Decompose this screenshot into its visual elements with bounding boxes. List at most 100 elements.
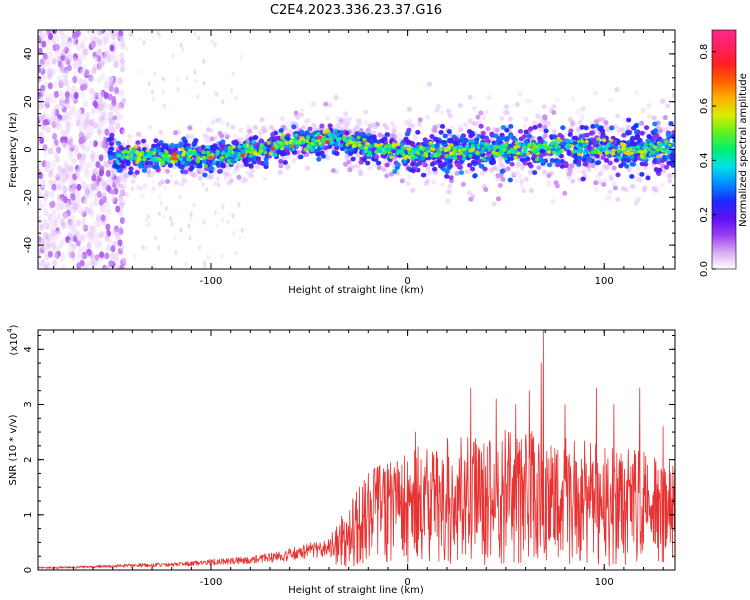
- spectrogram-cell: [246, 124, 252, 130]
- spectrogram-cell: [38, 240, 44, 248]
- spectrogram-cell: [527, 98, 533, 104]
- spectrogram-cell: [620, 127, 625, 133]
- spectrogram-cell: [216, 169, 223, 175]
- spectrogram-cell: [533, 146, 538, 151]
- spectrogram-cell: [216, 181, 220, 187]
- spectrogram-cell: [551, 162, 557, 168]
- spectrogram-cell: [664, 139, 669, 144]
- spectrogram-cell: [576, 155, 583, 161]
- spectrogram-cell: [45, 261, 51, 268]
- spectrogram-cell: [486, 145, 491, 150]
- spectrogram-cell: [485, 126, 491, 132]
- spectrogram-cell: [117, 76, 123, 84]
- spectrogram-cell: [399, 178, 405, 184]
- spectrogram-xtick-label: 0: [404, 276, 410, 287]
- spectrogram-cell: [141, 168, 147, 173]
- spectrogram-cell: [67, 239, 73, 247]
- spectrogram-cell: [47, 82, 53, 90]
- spectrogram-cell: [496, 196, 501, 202]
- spectrogram-cell: [133, 144, 139, 149]
- spectrogram-cell: [358, 128, 364, 134]
- spectrogram-cell: [444, 174, 450, 179]
- spectrogram-cell: [639, 172, 645, 177]
- spectrogram-cell: [138, 185, 144, 191]
- spectrogram-cell: [635, 133, 641, 139]
- spectrogram-cell: [384, 173, 390, 179]
- spectrogram-cell: [626, 151, 631, 156]
- spectrogram-cell: [483, 142, 489, 147]
- spectrogram-cell: [505, 110, 511, 116]
- spectrogram-cell: [620, 157, 626, 163]
- spectrogram-cell: [154, 235, 157, 241]
- spectrogram-cell: [147, 124, 153, 130]
- spectrogram-cell: [336, 120, 342, 126]
- spectrogram-cell: [603, 123, 609, 129]
- spectrogram-cell: [493, 133, 499, 139]
- spectrogram-cell: [418, 145, 424, 150]
- spectrogram-cell: [98, 30, 104, 36]
- spectrogram-cell: [206, 255, 210, 260]
- spectrogram-cell: [333, 128, 338, 133]
- spectrogram-cell: [560, 125, 566, 131]
- spectrogram-cell: [126, 139, 132, 145]
- spectrogram-cell: [407, 150, 413, 155]
- spectrogram-cell: [239, 137, 245, 143]
- spectrogram-cell: [539, 144, 545, 149]
- spectrogram-cell: [368, 147, 373, 152]
- spectrogram-cell: [132, 173, 137, 179]
- spectrogram-cell: [145, 154, 150, 159]
- spectrogram-cell: [136, 156, 141, 161]
- spectrogram-cell: [79, 84, 85, 91]
- spectrogram-cell: [518, 174, 524, 179]
- spectrogram-cell: [300, 125, 306, 131]
- spectrogram-cell: [625, 124, 631, 130]
- spectrogram-cell: [570, 121, 576, 127]
- spectrogram-cell: [103, 151, 109, 159]
- spectrogram-ytick-label: 20: [23, 95, 34, 108]
- spectrogram-cell: [203, 133, 209, 139]
- spectrogram-cell: [517, 91, 523, 97]
- spectrogram-cell: [187, 223, 191, 229]
- spectrogram-cell: [114, 86, 119, 94]
- spectrogram-cell: [304, 165, 310, 171]
- spectrogram-cell: [621, 133, 627, 138]
- spectrogram-cell: [88, 201, 94, 209]
- spectrogram-cell: [159, 200, 163, 206]
- snr-ytick-label: 0: [23, 567, 34, 573]
- spectrogram-cell: [78, 137, 84, 145]
- spectrogram-cell: [479, 149, 485, 154]
- spectrogram-cell: [448, 151, 454, 156]
- spectrogram-cell: [105, 223, 111, 231]
- spectrogram-cell: [517, 129, 524, 134]
- spectrogram-cell: [100, 55, 106, 63]
- spectrogram-cell: [439, 182, 445, 188]
- spectrogram-cell: [327, 144, 333, 150]
- spectrogram-cell: [609, 125, 615, 131]
- spectrogram-cell: [285, 121, 291, 127]
- spectrogram-cell: [181, 152, 186, 157]
- spectrogram-cell: [56, 146, 62, 154]
- spectrogram-cell: [181, 47, 185, 53]
- spectrogram-cell: [526, 133, 532, 139]
- spectrogram-cell: [284, 141, 289, 145]
- spectrogram-cell: [342, 134, 347, 139]
- spectrogram-cell: [666, 173, 672, 179]
- spectrogram-cell: [589, 130, 596, 136]
- spectrogram-cell: [292, 137, 297, 142]
- spectrogram-cell: [98, 182, 104, 190]
- spectrogram-cell: [550, 199, 556, 204]
- snr-ytick-label: 3: [23, 401, 34, 407]
- spectrogram-cell: [305, 135, 311, 140]
- spectrogram-cell: [38, 200, 42, 208]
- spectrogram-cell: [188, 235, 192, 241]
- spectrogram-cell: [447, 113, 453, 119]
- spectrogram-cell: [221, 150, 226, 155]
- spectrogram-cell: [310, 132, 316, 137]
- spectrogram-cell: [549, 158, 555, 163]
- spectrogram-cell: [234, 250, 238, 256]
- spectrogram-cell: [197, 175, 203, 181]
- spectrogram-cell: [467, 118, 473, 124]
- spectrogram-cell: [489, 144, 494, 149]
- spectrogram-cell: [211, 119, 215, 125]
- spectrogram-cell: [642, 165, 648, 171]
